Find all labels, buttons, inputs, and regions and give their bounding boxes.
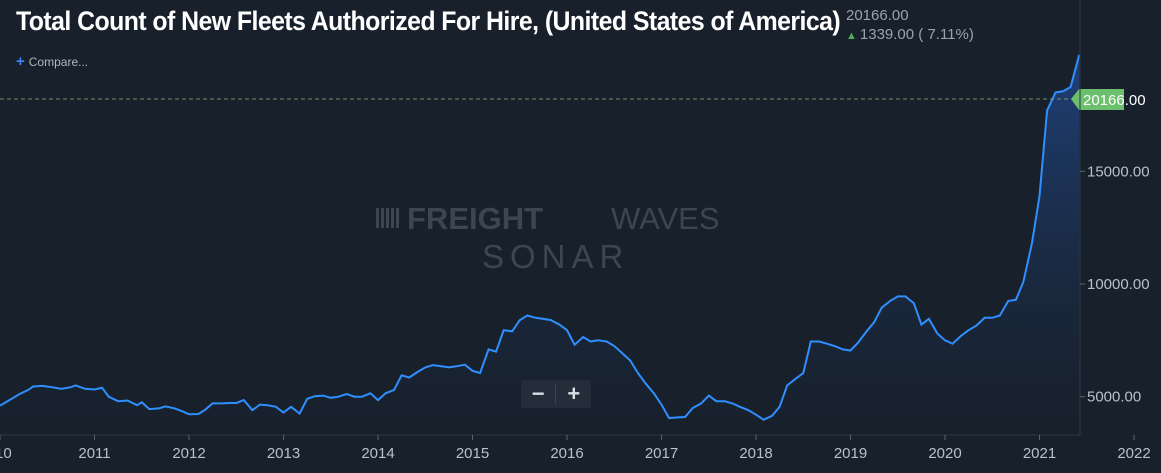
x-tick-label: 2019 [834,445,867,462]
plus-icon: + [16,53,25,70]
freightwaves-logo-icon [376,208,399,228]
x-tick-label: 2016 [550,445,583,462]
x-tick-label: 2013 [267,445,300,462]
last-value: 20166.00 [846,7,909,24]
compare-button[interactable]: + Compare... [16,53,88,70]
y-tick-label: 10000.00 [1087,276,1150,293]
y-axis: 5000.00 10000.00 15000.00 [1080,163,1150,406]
change-indicator: ▲ 1339.00 ( 7.11%) [846,26,974,43]
x-tick-label: 2011 [78,445,110,462]
x-tick-label: 2014 [361,445,394,462]
x-tick-label: 10 [0,445,12,462]
x-tick-label: 2018 [739,445,772,462]
change-value: 1339.00 ( 7.11%) [859,26,974,43]
y-tick-label: 5000.00 [1087,389,1141,406]
x-tick-label: 2012 [172,445,205,462]
series-line [0,54,1081,421]
zoom-in-button[interactable]: + [567,381,581,406]
current-value-label: 20166.00 [1083,92,1146,109]
watermark-freight: FREIGHT [407,201,543,236]
x-tick-label: 2015 [456,445,489,462]
current-value-tag: 20166.00 [1071,89,1146,110]
y-tick-label: 15000.00 [1087,163,1150,180]
chart-title: Total Count of New Fleets Authorized For… [16,6,841,36]
x-tick-label: 2021 [1023,445,1056,462]
arrow-up-icon: ▲ [846,30,857,42]
x-tick-label: 2022 [1117,445,1150,462]
compare-label: Compare... [28,55,89,69]
x-axis: 10 2011 2012 2013 2014 2015 2016 2017 2018 2019 20… [0,435,1151,462]
watermark-sonar: SONAR [482,238,629,275]
x-tick-label: 2017 [645,445,678,462]
zoom-out-button[interactable]: − [531,381,545,406]
x-tick-label: 2020 [928,445,961,462]
watermark: FREIGHT WAVES SONAR [376,201,720,275]
zoom-controls: − + [521,380,591,408]
zoom-divider [555,384,557,404]
watermark-waves: WAVES [611,201,720,236]
